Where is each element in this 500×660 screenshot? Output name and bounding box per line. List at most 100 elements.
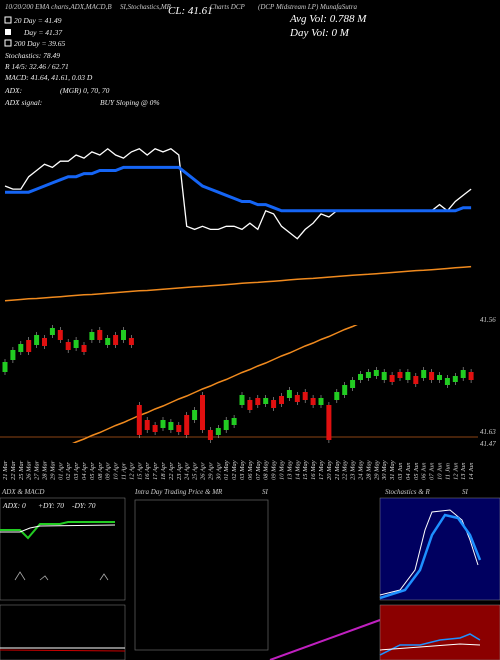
candle [26, 340, 32, 352]
x-tick-label: 30 Apr [215, 462, 222, 481]
candle [373, 370, 379, 376]
candle [200, 395, 205, 430]
x-tick-label: 07 May [255, 460, 262, 480]
adx-signal: BUY Sloping @ 0% [100, 98, 160, 107]
x-tick-label: 01 Apr [57, 462, 64, 480]
si-line [269, 619, 381, 660]
candle [286, 390, 292, 398]
legend-box [4, 16, 12, 24]
x-tick-label: 24 Apr [184, 462, 191, 480]
candle [468, 372, 474, 380]
candle [358, 374, 363, 380]
candle [452, 376, 458, 382]
stoch-line [379, 513, 482, 600]
x-tick-label: 29 Mar [49, 460, 56, 480]
panel [0, 497, 126, 601]
panel [379, 604, 500, 660]
x-tick-label: 14 May [294, 460, 301, 480]
candle [18, 344, 24, 352]
x-tick-label: 14 Jun [468, 462, 475, 480]
title: (DCP Midstream LP) MunafaSutra [258, 3, 357, 11]
candle [144, 420, 150, 430]
x-tick-label: 05 Apr [89, 462, 96, 480]
title: Charts DCP [210, 3, 246, 11]
candle [460, 370, 466, 378]
x-tick-label: 03 Apr [73, 462, 80, 480]
x-tick-label: 08 May [263, 460, 270, 480]
x-tick-label: 28 Mar [42, 460, 49, 480]
x-tick-label: 15 May [302, 460, 309, 480]
line [71, 325, 358, 443]
candle [121, 330, 126, 340]
panel [134, 499, 269, 651]
x-tick-label: 23 May [350, 460, 357, 480]
candle [365, 372, 371, 378]
rsi-line [379, 643, 481, 651]
x-tick-label: 21 May [334, 460, 341, 480]
macd-line [0, 649, 126, 652]
candle [413, 376, 419, 384]
x-tick-label: 22 Apr [168, 462, 175, 480]
legend: Day = 41.37 [23, 28, 62, 37]
candle [239, 395, 245, 405]
candle [136, 405, 142, 435]
x-tick-label: 16 May [310, 460, 317, 480]
adx-value: -DY: 70 [72, 501, 96, 510]
x-tick-label: 02 Apr [65, 462, 72, 480]
adx-line [0, 521, 115, 540]
adx: (MGR) 0, 70, 70 [60, 86, 110, 95]
candle [334, 392, 340, 400]
legend: 20 Day = 41.49 [14, 16, 62, 25]
candle [113, 335, 119, 345]
candle [89, 332, 95, 340]
x-tick-label: 24 May [358, 460, 365, 480]
candle [389, 375, 395, 382]
x-tick-label: 13 Jun [460, 462, 467, 480]
x-tick-label: 29 Apr [207, 462, 214, 480]
x-tick-label: 22 May [342, 460, 349, 480]
candle [279, 396, 284, 404]
candle [405, 372, 411, 380]
candle [42, 338, 47, 346]
x-tick-label: 03 Jun [397, 462, 404, 480]
stat: Stochastics: 78.49 [5, 51, 60, 60]
x-tick-label: 12 Jun [452, 462, 459, 480]
x-tick-label: 04 Apr [81, 462, 88, 480]
candle-panel [0, 325, 478, 443]
x-tick-label: 04 Jun [405, 462, 412, 480]
candle [421, 370, 427, 378]
x-tick-label: 10 May [279, 460, 286, 480]
line [5, 165, 472, 213]
x-tick-label: 08 Apr [97, 462, 104, 480]
candle [128, 338, 134, 345]
x-tick-label: 26 Mar [26, 460, 33, 480]
candle [326, 405, 332, 440]
candle [81, 345, 87, 352]
candle [105, 338, 111, 345]
candle [247, 400, 253, 410]
candle [176, 425, 182, 432]
x-tick-label: 01 May [223, 460, 230, 480]
title: SI,Stochastics,MR [120, 3, 172, 11]
adx-value: +DY: 70 [38, 501, 64, 510]
stat: R 14/5: 32.46 / 62.71 [4, 62, 69, 71]
candle [192, 410, 198, 420]
adx: ADX: [4, 86, 22, 95]
x-tick-label: 12 Apr [128, 462, 135, 480]
x-tick-label: 25 Apr [192, 462, 199, 480]
candle [215, 428, 221, 435]
candle [429, 372, 435, 380]
rsi-line [379, 633, 481, 656]
x-tick-label: 26 Apr [200, 462, 207, 480]
x-tick-label: 21 Mar [2, 460, 9, 480]
candle [444, 378, 450, 385]
x-tick-label: 17 Apr [152, 462, 159, 480]
x-tick-label: 07 Jun [429, 462, 436, 480]
candle [223, 420, 229, 430]
adx-value: ADX: 0 [2, 501, 26, 510]
day-vol: Day Vol: 0 M [289, 27, 350, 39]
x-tick-label: 30 May [381, 460, 388, 481]
legend: 200 Day = 39.65 [14, 39, 66, 48]
adx-line [0, 524, 116, 533]
